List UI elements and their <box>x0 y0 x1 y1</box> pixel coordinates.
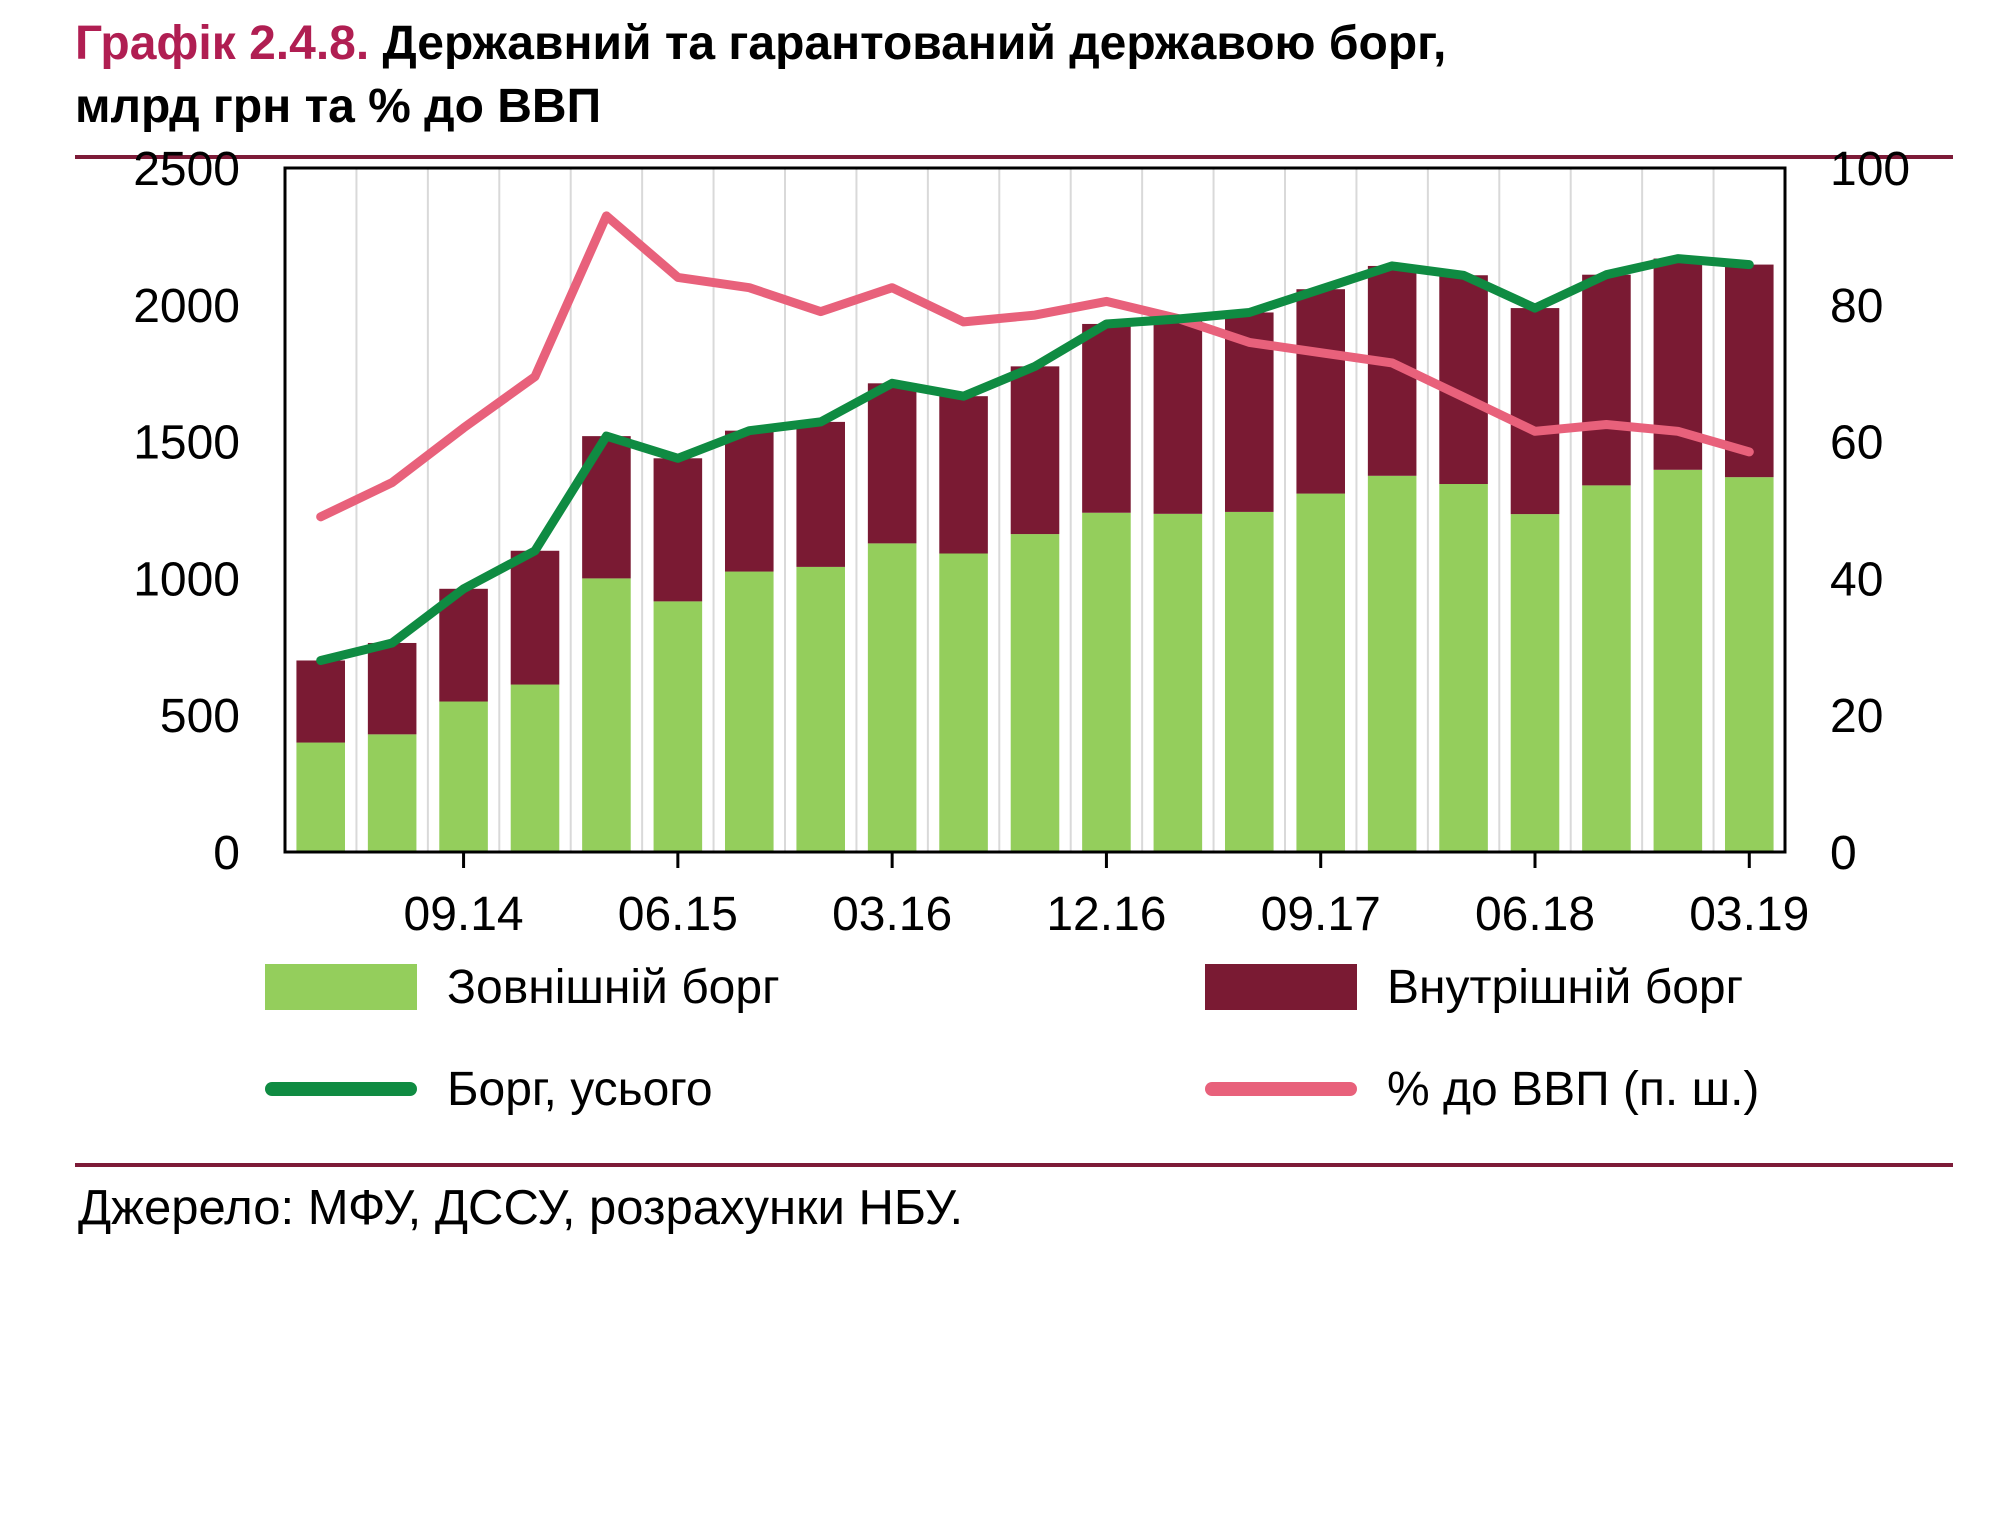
x-axis-tick-label: 06.18 <box>1475 888 1595 941</box>
chart-title-prefix: Графік 2.4.8. <box>75 17 370 70</box>
legend-item-gdp-percent: % до ВВП (п. ш.) <box>1205 1058 1759 1120</box>
right-axis-tick-label: 80 <box>1830 280 1883 333</box>
bar-internal-debt <box>1725 264 1774 478</box>
bottom-divider <box>75 1163 1953 1167</box>
bar-internal-debt <box>725 430 774 572</box>
bar-internal-debt <box>439 588 488 702</box>
legend-label-external-debt: Зовнішній борг <box>447 960 780 1014</box>
legend-label-total-debt: Борг, усього <box>447 1062 713 1116</box>
bar-internal-debt <box>653 458 703 602</box>
bar-external-debt <box>939 553 988 852</box>
source-note: Джерело: МФУ, ДССУ, розрахунки НБУ. <box>78 1181 964 1235</box>
plot-border <box>283 166 1787 854</box>
chart-plot: 0 500 1000 1500 2000 2500 0 20 40 60 80 100 09.14 06.… <box>133 143 1910 941</box>
bar-external-debt <box>1225 511 1274 852</box>
right-axis-tick-label: 20 <box>1830 690 1883 743</box>
legend-item-external-debt: Зовнішній борг <box>265 956 780 1018</box>
bar-external-debt <box>582 578 631 852</box>
left-axis-tick-label: 2500 <box>133 143 240 196</box>
bar-internal-debt <box>1153 319 1203 514</box>
bar-internal-debt <box>1010 366 1060 535</box>
legend-swatch-total-debt-line <box>265 1082 417 1096</box>
bar-internal-debt <box>939 396 988 554</box>
legend-label-internal-debt: Внутрішній борг <box>1387 960 1744 1014</box>
bar-external-debt <box>1510 514 1560 852</box>
left-axis-tick-label: 1500 <box>133 417 240 470</box>
bar-internal-debt <box>296 660 345 743</box>
bar-external-debt <box>1082 512 1131 852</box>
left-axis-tick-label: 1000 <box>133 553 240 606</box>
bar-external-debt <box>725 571 774 852</box>
bar-internal-debt <box>796 421 845 567</box>
legend-item-internal-debt: Внутрішній борг <box>1205 956 1743 1018</box>
chart-title-text: Державний та гарантований державою борг,… <box>75 17 1447 134</box>
bar-internal-debt <box>1439 275 1488 485</box>
x-axis-tick-label: 03.16 <box>832 888 952 941</box>
legend-swatch-gdp-line <box>1205 1082 1357 1096</box>
legend-swatch-internal-debt <box>1205 964 1357 1010</box>
bar-internal-debt <box>1296 289 1345 494</box>
legend-label-gdp-percent: % до ВВП (п. ш.) <box>1387 1062 1760 1116</box>
bar-internal-debt <box>1582 274 1631 486</box>
right-axis-tick-label: 100 <box>1830 143 1910 196</box>
bar-external-debt <box>1153 513 1203 852</box>
bar-internal-debt <box>1510 308 1560 515</box>
x-axis-tick-label: 03.19 <box>1689 888 1809 941</box>
bar-internal-debt <box>867 383 917 544</box>
left-axis-tick-label: 2000 <box>133 280 240 333</box>
bar-external-debt <box>367 734 417 852</box>
bar-external-debt <box>796 566 845 852</box>
x-axis-tick-label: 12.16 <box>1046 888 1166 941</box>
top-divider <box>75 155 1953 159</box>
bar-internal-debt <box>367 642 417 735</box>
gdp-percent-line <box>316 211 1754 522</box>
bar-external-debt <box>867 543 917 852</box>
total-debt-line <box>316 254 1754 665</box>
bar-internal-debt <box>1082 323 1131 513</box>
bar-external-debt <box>1653 469 1703 852</box>
left-axis-tick-label: 0 <box>213 827 240 880</box>
bar-external-debt <box>296 742 345 852</box>
x-axis-tick-label: 09.14 <box>404 888 524 941</box>
bar-external-debt <box>1367 475 1417 852</box>
right-axis-tick-label: 40 <box>1830 553 1883 606</box>
bar-external-debt <box>439 701 488 852</box>
bar-external-debt <box>1296 493 1345 852</box>
bar-external-debt <box>1582 485 1631 852</box>
left-axis-tick-label: 500 <box>160 690 240 743</box>
legend-item-total-debt: Борг, усього <box>265 1058 713 1120</box>
right-axis-tick-label: 0 <box>1830 827 1857 880</box>
x-axis-tick-label: 06.15 <box>618 888 738 941</box>
chart-title: Графік 2.4.8. Державний та гарантований … <box>75 12 1545 139</box>
bar-external-debt <box>510 684 560 852</box>
bar-internal-debt <box>510 550 560 685</box>
bar-external-debt <box>1725 477 1774 852</box>
bar-external-debt <box>1439 484 1488 852</box>
bar-external-debt <box>653 601 703 852</box>
bar-external-debt <box>1010 534 1060 852</box>
right-axis-tick-label: 60 <box>1830 417 1883 470</box>
legend-swatch-external-debt <box>265 964 417 1010</box>
x-axis-tick-label: 09.17 <box>1261 888 1381 941</box>
